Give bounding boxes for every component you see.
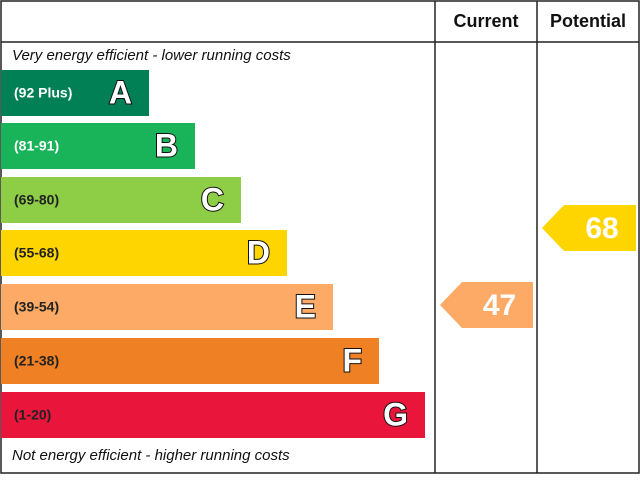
band-bar — [1, 284, 333, 330]
band-letter: G — [383, 396, 408, 432]
band-bar — [1, 70, 149, 116]
band-bar — [1, 392, 425, 438]
band-letter: E — [295, 288, 316, 324]
band-range: (55-68) — [14, 245, 59, 261]
current-arrow — [440, 282, 533, 328]
band-range: (92 Plus) — [14, 85, 72, 101]
band-range: (21-38) — [14, 353, 59, 369]
potential-arrow — [542, 205, 636, 251]
band-letter: B — [155, 127, 178, 163]
potential-rating: 68 — [585, 212, 618, 245]
band-letter: A — [109, 74, 132, 110]
current-rating: 47 — [483, 289, 516, 322]
band-bar — [1, 230, 287, 276]
bottom-note: Not energy efficient - higher running co… — [12, 447, 290, 464]
top-note: Very energy efficient - lower running co… — [12, 47, 291, 64]
band-range: (81-91) — [14, 138, 59, 154]
current-header: Current — [453, 11, 518, 31]
band-range: (39-54) — [14, 299, 59, 315]
band-letter: D — [247, 234, 270, 270]
band-letter: F — [342, 342, 362, 378]
potential-header: Potential — [550, 11, 626, 31]
band-letter: C — [201, 181, 224, 217]
band-range: (1-20) — [14, 407, 51, 423]
band-range: (69-80) — [14, 192, 59, 208]
band-bar — [1, 123, 195, 169]
band-bar — [1, 177, 241, 223]
band-bar — [1, 338, 379, 384]
